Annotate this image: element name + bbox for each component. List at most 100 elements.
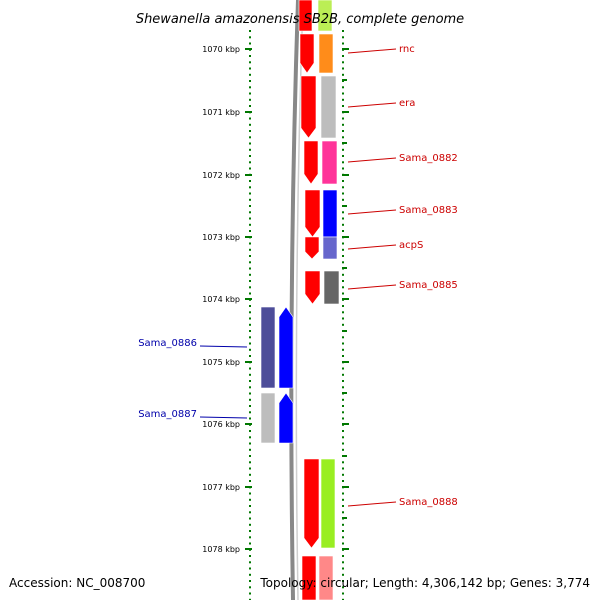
gene-label: Sama_0888 [399,497,458,508]
major-tick [342,486,349,488]
minor-tick [342,61,344,64]
minor-tick [249,61,251,64]
major-tick [245,174,252,176]
minor-tick [342,280,344,282]
gene-label: Sama_0886 [138,338,197,349]
minor-tick [342,411,344,414]
minor-tick [249,198,251,201]
minor-tick [249,573,251,576]
minor-tick [342,436,344,439]
minor-tick [249,323,251,326]
label-leader-line [199,416,248,419]
minor-tick [342,542,344,545]
cds-arrow-forward [303,458,320,549]
minor-tick [342,198,344,201]
minor-tick [342,398,344,401]
minor-tick [249,511,251,514]
minor-tick [342,498,344,501]
minor-tick [342,430,344,432]
major-tick [245,48,252,50]
minor-tick [249,430,251,432]
cds-arrow-forward [300,75,317,139]
minor-tick [249,367,251,370]
major-tick [342,330,347,332]
cog-fragment [318,555,334,600]
minor-tick [249,186,251,189]
minor-tick [249,461,251,464]
minor-tick [249,73,251,76]
backbone-line [295,0,304,600]
minor-tick [249,123,251,126]
minor-tick [249,30,251,32]
major-tick [245,111,252,113]
minor-tick [249,155,251,157]
minor-tick [249,467,251,470]
minor-tick [249,448,251,451]
gene-label: Sama_0882 [399,153,458,164]
minor-tick [342,342,344,345]
cog-color-block [320,75,337,139]
cds-fragment [301,555,317,600]
ruler-label-layer: 1070 kbp 1071 kbp 1072 kbp 1073 kbp 1074 kbp… [202,45,240,554]
minor-tick [249,55,251,57]
minor-tick [249,555,251,557]
minor-tick [342,242,344,245]
minor-tick [342,255,344,257]
minor-tick [342,461,344,464]
minor-tick [342,598,344,600]
minor-tick [342,98,344,101]
minor-tick [342,386,344,389]
cds-arrow-reverse [278,306,294,389]
leader-layer [199,48,397,507]
gene-label: Sama_0883 [399,205,458,216]
gene-label: Sama_0887 [138,409,197,420]
minor-tick [249,455,251,457]
cds-fragment [298,0,313,32]
kbp-label: 1078 kbp [202,545,240,554]
major-tick [342,205,347,207]
gene-label: rnc [399,44,415,55]
minor-tick [249,342,251,345]
minor-tick [342,555,344,557]
minor-tick [249,336,251,339]
label-leader-line [347,209,397,215]
minor-tick [249,80,251,82]
minor-tick [342,492,344,495]
minor-tick [342,473,344,476]
accession-text: Accession: NC_008700 [9,576,145,590]
major-tick [245,236,252,238]
minor-tick [342,511,344,514]
minor-tick [249,473,251,476]
major-tick [342,48,349,50]
feature-layer [260,0,340,600]
major-tick [342,298,349,300]
cog-fragment [317,0,333,32]
minor-tick [342,405,344,407]
major-tick [342,79,347,81]
minor-tick [249,248,251,251]
label-leader-line [347,157,397,163]
label-leader-line [347,501,397,507]
minor-tick [342,92,344,95]
minor-tick [249,311,251,314]
minor-tick [249,92,251,95]
minor-tick [249,192,251,195]
minor-tick [342,230,344,232]
minor-tick [342,586,344,589]
minor-tick [342,42,344,45]
cog-color-block [260,306,276,389]
minor-tick [342,130,344,132]
minor-tick [342,305,344,307]
minor-tick [249,417,251,420]
gene-label-layer: rnc era Sama_0882 Sama_0883 acpS Sama_0885 Sam… [138,44,458,508]
kbp-label: 1073 kbp [202,233,240,242]
minor-tick [342,505,344,507]
minor-tick [249,98,251,101]
minor-tick [249,148,251,151]
map-title: Shewanella amazonensis SB2B, complete ge… [136,12,464,27]
minor-tick [249,255,251,257]
major-tick [342,392,347,394]
minor-tick [249,598,251,600]
minor-tick [342,536,344,539]
minor-tick [342,592,344,595]
